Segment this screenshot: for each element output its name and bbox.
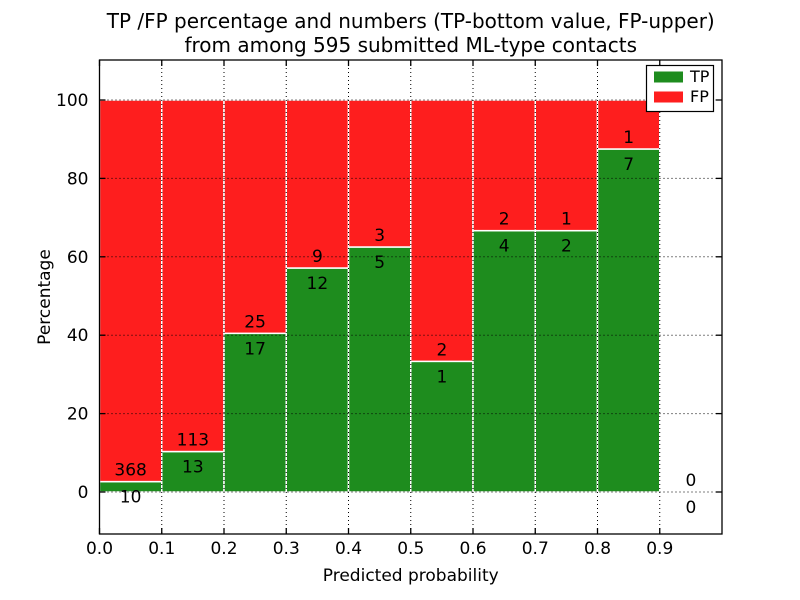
fp-count-label: 1: [623, 128, 634, 148]
tp-bar: [534, 229, 599, 493]
fp-count-label: 368: [114, 461, 146, 481]
tp-count-label: 0: [685, 498, 696, 518]
x-axis-label: Predicted probability: [323, 566, 499, 586]
fp-bar: [161, 99, 225, 453]
fp-count-label: 2: [436, 340, 447, 360]
tp-count-label: 7: [623, 155, 634, 175]
x-tick-label: 0.8: [584, 539, 611, 559]
x-tick-label: 0.7: [522, 539, 549, 559]
tp-count-label: 10: [120, 488, 142, 508]
x-tick-label: 0.1: [148, 539, 175, 559]
x-tick-label: 0.3: [273, 539, 300, 559]
y-tick-label: 40: [67, 326, 89, 346]
fp-bar: [534, 99, 599, 232]
tp-count-label: 2: [561, 237, 572, 257]
fp-count-label: 25: [244, 312, 266, 332]
y-tick-label: 80: [67, 169, 89, 189]
fp-count-label: 113: [177, 431, 209, 451]
tp-bar: [347, 246, 412, 493]
fp-bar: [98, 99, 163, 483]
frame-layer: 0.0 0.1 0.2 0.3 0.4 0.5 0.6 0.7 0.8 0.90204060801…: [56, 59, 723, 559]
fp-count-label: 0: [685, 471, 696, 491]
y-tick-label: 0: [78, 483, 89, 503]
legend-fp-swatch: [654, 91, 683, 103]
tp-count-label: 5: [374, 253, 385, 273]
y-tick-label: 60: [67, 248, 89, 268]
tp-count-label: 13: [182, 458, 204, 478]
fp-bar: [410, 99, 474, 363]
x-tick-label: 0.4: [335, 539, 362, 559]
tp-count-label: 4: [499, 237, 510, 257]
legend-fp-label: FP: [690, 87, 709, 106]
tp-bar: [472, 229, 536, 493]
legend-tp-label: TP: [689, 67, 710, 86]
x-tick-label: 0.5: [397, 539, 424, 559]
fp-count-label: 2: [499, 210, 510, 230]
tp-bar: [410, 360, 474, 493]
x-tick-label: 0.0: [86, 539, 113, 559]
chart-title-line1: TP /FP percentage and numbers (TP-bottom…: [106, 9, 715, 33]
x-tick-label: 0.6: [459, 539, 486, 559]
y-tick-label: 100: [56, 91, 88, 111]
x-tick-label: 0.2: [210, 539, 237, 559]
fp-count-label: 3: [374, 226, 385, 246]
y-axis-label: Percentage: [35, 249, 55, 345]
chart-title-line2: from among 595 submitted ML-type contact…: [184, 33, 637, 57]
fp-bar: [223, 99, 287, 335]
tp-bar: [285, 267, 350, 493]
y-tick-label: 20: [67, 405, 89, 425]
tp-bar: [596, 148, 661, 493]
tp-count-label: 1: [436, 367, 447, 387]
fp-count-label: 1: [561, 210, 572, 230]
tp-count-label: 17: [244, 339, 266, 359]
bars-layer: [98, 99, 661, 493]
x-tick-label: 0.9: [646, 539, 673, 559]
fp-count-label: 9: [312, 247, 323, 267]
tp-count-label: 12: [307, 274, 329, 294]
fp-bar: [347, 99, 412, 248]
legend: TP FP: [645, 64, 715, 113]
fp-bar: [285, 99, 350, 269]
legend-tp-swatch: [654, 71, 683, 83]
